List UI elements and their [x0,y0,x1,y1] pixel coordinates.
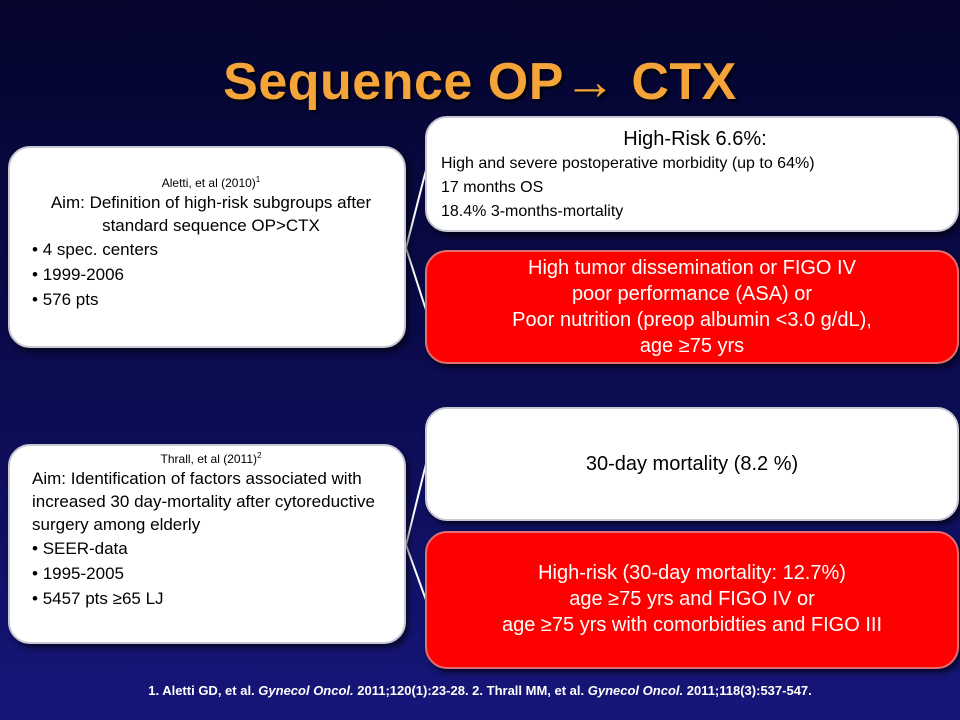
list-item: SEER-data [32,536,390,561]
ref1-authors: 1. Aletti GD, et al. [148,683,259,698]
study-thrall-risk-box: High-risk (30-day mortality: 12.7%) age … [425,531,959,669]
study-author-name: Aletti, et al (2010) [161,176,256,190]
list-item: 576 pts [32,287,390,312]
ref1-journal: Gynecol Oncol. [258,683,354,698]
study-thrall-result-box: 30-day mortality (8.2 %) [425,407,959,521]
result-line: 18.4% 3-months-mortality [441,203,624,220]
risk-factor-line: age ≥75 yrs and FIGO IV or [569,588,815,610]
bracket-connector-bottom [404,463,427,601]
risk-factor-line: age ≥75 yrs with comorbidties and FIGO I… [501,614,883,636]
ref2-authors: 2. Thrall MM, et al. [472,683,588,698]
reference-superscript: 2 [257,451,262,460]
study-details-list: SEER-data 1995-2005 5457 pts ≥65 LJ [32,536,390,611]
study-author: Aletti, et al (2010)1 [32,172,390,191]
result-heading: High-Risk 6.6%: [623,128,767,150]
result-line: 17 months OS [441,179,544,196]
study-aletti-box: Aletti, et al (2010)1 Aim: Definition of… [8,146,406,348]
study-details-list: 4 spec. centers 1999-2006 576 pts [32,237,390,312]
result-line: High and severe postoperative morbidity … [441,155,815,172]
study-aletti-risk-box: High tumor dissemination or FIGO IV poor… [425,250,959,364]
study-aim: Aim: Definition of high-risk subgroups a… [50,193,372,235]
reference-superscript: 1 [255,175,261,184]
ref1-details: 2011;120(1):23-28. [353,683,473,698]
study-author-name: Thrall, et al (2011) [160,452,258,466]
risk-factor-line: age ≥75 yrs [639,335,745,357]
risk-factor-line: High tumor dissemination or FIGO IV [528,257,856,279]
bracket-connector-top [404,169,427,311]
risk-factor-line: Poor nutrition (preop albumin <3.0 g/dL)… [512,309,872,331]
study-aim: Aim: Identification of factors associate… [32,469,375,534]
study-aletti-result-box: High-Risk 6.6%: High and severe postoper… [425,116,959,232]
study-author: Thrall, et al (2011)2 [32,448,390,467]
ref2-journal: Gynecol Oncol. [587,683,684,698]
ref2-details: 2011;118(3):537-547. [683,683,812,698]
risk-factor-line: High-risk (30-day mortality: 12.7%) [538,562,846,584]
list-item: 5457 pts ≥65 LJ [32,586,390,611]
list-item: 1995-2005 [32,561,390,586]
study-thrall-box: Thrall, et al (2011)2 Aim: Identificatio… [8,444,406,644]
list-item: 1999-2006 [32,262,390,287]
result-text: 30-day mortality (8.2 %) [585,452,799,475]
references-footnote: 1. Aletti GD, et al. Gynecol Oncol. 2011… [0,683,960,698]
list-item: 4 spec. centers [32,237,390,262]
slide-title: Sequence OP→ CTX [223,53,737,111]
risk-factor-line: poor performance (ASA) or [571,283,813,305]
